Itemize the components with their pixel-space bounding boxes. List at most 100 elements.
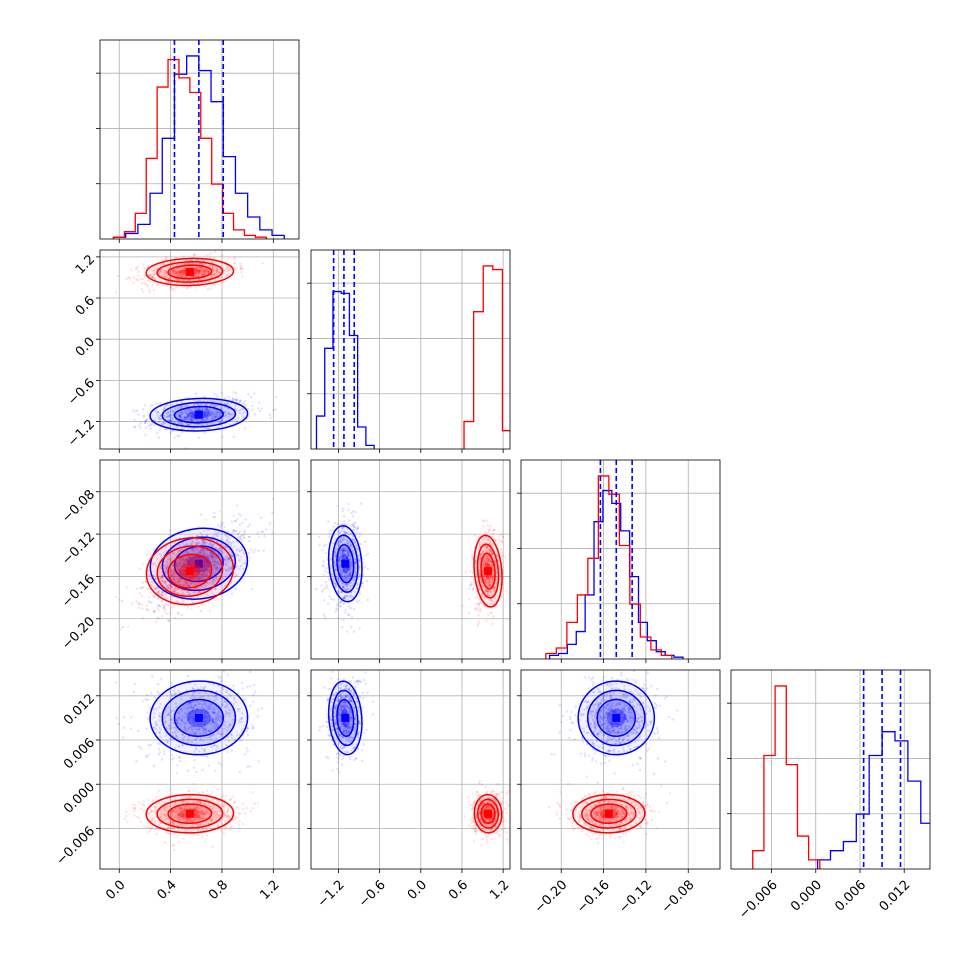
- sample-point: [199, 266, 202, 270]
- sample-point: [168, 584, 171, 587]
- sample-point: [484, 558, 487, 561]
- sample-point: [182, 562, 185, 566]
- sample-point: [205, 561, 208, 565]
- sample-point: [491, 552, 494, 556]
- sample-point: [203, 750, 206, 753]
- sample-point: [214, 413, 217, 416]
- sample-point: [489, 599, 493, 602]
- sample-point: [206, 414, 209, 417]
- sample-point: [209, 399, 213, 403]
- sample-point: [172, 584, 175, 588]
- sample-point: [223, 533, 227, 536]
- sample-point: [135, 600, 138, 603]
- panel-frame: [99, 39, 300, 240]
- sample-point: [251, 408, 254, 412]
- sample-point: [340, 540, 343, 544]
- sample-point: [268, 413, 272, 416]
- sample-point: [487, 576, 491, 579]
- sample-point: [189, 576, 192, 579]
- sample-point: [342, 530, 346, 533]
- sample-point: [189, 562, 192, 565]
- sample-point: [208, 698, 211, 701]
- sample-point: [177, 562, 180, 565]
- sample-point: [470, 575, 473, 579]
- sample-point: [211, 710, 214, 714]
- sample-point: [185, 559, 189, 562]
- sample-point: [482, 572, 485, 575]
- sample-point: [225, 410, 228, 413]
- sample-point: [223, 525, 226, 529]
- sample-point: [207, 427, 210, 430]
- sample-point: [191, 706, 194, 710]
- sample-point: [487, 594, 490, 597]
- sample-point: [204, 407, 207, 410]
- sample-point: [491, 552, 494, 555]
- sample-point: [154, 272, 157, 276]
- sample-point: [149, 404, 152, 408]
- sample-point: [205, 573, 209, 576]
- sample-point: [170, 288, 173, 291]
- sample-point: [349, 560, 352, 564]
- sample-point: [184, 580, 187, 583]
- sample-point: [165, 568, 168, 571]
- sample-point: [489, 549, 493, 553]
- sample-point: [187, 410, 190, 413]
- sample-point: [474, 559, 477, 562]
- sample-point: [192, 558, 195, 561]
- sample-point: [180, 422, 183, 425]
- sample-point: [169, 419, 172, 422]
- sample-point: [216, 567, 219, 570]
- sample-point: [246, 750, 249, 753]
- sample-point: [170, 586, 173, 590]
- sample-point: [172, 606, 175, 609]
- sample-point: [482, 525, 485, 528]
- sample-point: [136, 274, 140, 277]
- sample-point: [188, 580, 191, 583]
- sample-point: [176, 571, 180, 574]
- sample-point: [188, 556, 192, 560]
- sample-point: [169, 285, 172, 288]
- sample-point: [162, 604, 165, 608]
- sample-point: [342, 601, 346, 605]
- sample-point: [174, 735, 178, 738]
- sample-point: [470, 581, 473, 584]
- sample-point: [159, 417, 162, 420]
- sample-point: [163, 276, 166, 279]
- sample-point: [179, 557, 182, 561]
- sample-point: [341, 555, 344, 558]
- sample-point: [148, 290, 152, 294]
- sample-point: [209, 554, 212, 557]
- sample-point: [179, 270, 182, 273]
- sample-point: [485, 620, 488, 623]
- sample-point: [195, 561, 198, 565]
- sample-point: [341, 554, 344, 557]
- sample-point: [234, 575, 237, 578]
- sample-point: [191, 565, 194, 568]
- sample-point: [200, 274, 203, 277]
- sample-point: [334, 583, 337, 586]
- sample-point: [184, 588, 187, 592]
- sample-point: [221, 692, 224, 696]
- sample-point: [366, 552, 370, 555]
- sample-point: [355, 587, 359, 591]
- sample-point: [485, 574, 488, 578]
- sample-point: [224, 710, 228, 713]
- sample-point: [143, 282, 147, 285]
- sample-point: [187, 561, 191, 564]
- sample-point: [341, 571, 345, 574]
- sample-point: [198, 278, 201, 282]
- sample-point: [234, 398, 237, 401]
- sample-point: [478, 543, 481, 546]
- sample-point: [237, 535, 240, 539]
- sample-point: [338, 530, 341, 533]
- sample-point: [340, 548, 344, 552]
- sample-point: [197, 605, 200, 608]
- sample-point: [471, 553, 474, 556]
- sample-point: [148, 588, 151, 591]
- sample-point: [180, 401, 183, 404]
- sample-point: [210, 414, 213, 418]
- sample-point: [223, 410, 227, 414]
- sample-point: [166, 424, 169, 427]
- sample-point: [364, 554, 367, 557]
- sample-point: [232, 540, 235, 543]
